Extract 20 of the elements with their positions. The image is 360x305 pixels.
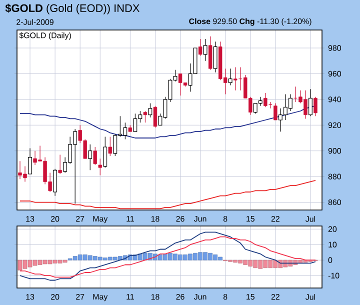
chart-title: $GOLD (Gold (EOD)) INDX: [5, 4, 140, 14]
candlestick: [314, 96, 318, 116]
candlestick: [228, 68, 232, 86]
candlestick: [153, 106, 158, 128]
candlestick: [143, 110, 148, 123]
candlestick: [148, 102, 152, 118]
candlestick: [108, 136, 112, 156]
candlestick: [53, 168, 58, 196]
candlestick: [103, 136, 108, 168]
candlestick: [213, 41, 218, 73]
candlestick: [308, 88, 312, 116]
candlestick: [198, 38, 202, 56]
candlestick: [274, 102, 278, 120]
candlestick: [98, 158, 102, 176]
candlestick: [28, 148, 32, 174]
candlestick: [203, 38, 208, 62]
candlestick: [88, 144, 92, 170]
candlestick: [208, 36, 212, 70]
candlestick: [93, 146, 97, 166]
candlestick: [58, 154, 62, 174]
